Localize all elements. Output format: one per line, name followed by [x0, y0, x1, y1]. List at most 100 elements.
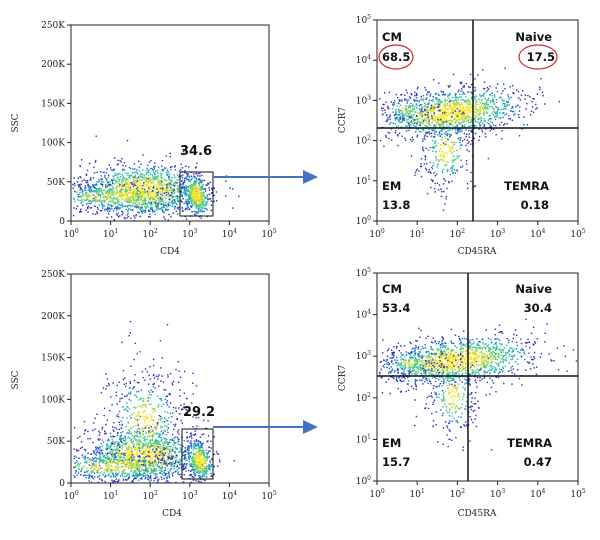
event-dot — [197, 195, 199, 197]
event-dot — [443, 93, 445, 96]
event-dot — [516, 105, 518, 107]
event-dot — [177, 187, 179, 190]
event-dot — [201, 202, 203, 204]
event-dot — [197, 175, 199, 177]
event-dot — [162, 211, 164, 213]
event-dot — [103, 189, 105, 191]
event-dot — [452, 112, 454, 114]
event-dot — [149, 191, 151, 194]
event-dot — [116, 192, 118, 194]
event-dot — [200, 204, 203, 206]
event-dot — [454, 102, 456, 104]
event-dot — [447, 111, 449, 113]
event-dot — [444, 105, 446, 108]
event-dot — [129, 201, 131, 204]
event-dot — [101, 192, 103, 194]
event-dot — [197, 193, 200, 195]
event-dot — [166, 464, 168, 466]
event-dot — [179, 459, 182, 461]
event-dot — [143, 437, 145, 439]
event-dot — [149, 216, 151, 218]
event-dot — [97, 195, 100, 198]
event-dot — [135, 215, 137, 217]
event-dot — [93, 198, 95, 200]
event-dot — [145, 172, 148, 174]
event-dot — [468, 133, 470, 135]
event-dot — [124, 476, 126, 478]
event-dot — [495, 134, 497, 136]
event-dot — [429, 108, 431, 110]
event-dot — [486, 86, 489, 89]
event-dot — [447, 109, 449, 111]
event-dot — [153, 202, 155, 204]
event-dot — [194, 189, 196, 192]
event-dot — [444, 107, 446, 110]
event-dot — [180, 476, 182, 478]
event-dot — [154, 444, 156, 446]
event-dot — [133, 172, 135, 174]
event-dot — [101, 204, 104, 207]
event-dot — [151, 454, 153, 457]
event-dot — [435, 92, 437, 95]
event-dot — [120, 438, 122, 441]
event-dot — [139, 178, 141, 181]
event-dot — [137, 440, 139, 442]
event-dot — [466, 133, 468, 135]
event-dot — [163, 458, 166, 460]
event-dot — [414, 95, 416, 97]
event-dot — [92, 458, 94, 461]
event-dot — [140, 449, 143, 452]
scatter-points — [73, 320, 235, 484]
event-dot — [198, 198, 200, 200]
event-dot — [454, 106, 456, 108]
event-dot — [506, 104, 508, 106]
event-dot — [148, 454, 150, 457]
event-dot — [98, 434, 101, 436]
event-dot — [179, 458, 181, 460]
event-dot — [471, 83, 473, 86]
event-dot — [460, 116, 462, 118]
event-dot — [436, 121, 438, 123]
event-dot — [488, 123, 490, 125]
event-dot — [427, 122, 429, 125]
event-dot — [448, 113, 450, 116]
event-dot — [145, 190, 147, 192]
event-dot — [422, 122, 424, 125]
event-dot — [190, 194, 192, 196]
event-dot — [184, 180, 186, 182]
event-dot — [189, 442, 191, 444]
event-dot — [449, 122, 451, 124]
event-dot — [172, 184, 174, 186]
event-dot — [388, 132, 391, 134]
event-dot — [439, 104, 441, 106]
event-dot — [166, 184, 169, 187]
event-dot — [156, 473, 158, 475]
x-tick-label: 103 — [490, 228, 505, 240]
event-dot — [131, 438, 133, 440]
event-dot — [460, 144, 462, 146]
event-dot — [137, 183, 139, 185]
event-dot — [127, 196, 129, 198]
event-dot — [157, 166, 160, 168]
event-dot — [100, 448, 102, 450]
event-dot — [442, 91, 444, 93]
event-dot — [183, 189, 185, 191]
event-dot — [449, 129, 451, 132]
event-dot — [165, 201, 167, 204]
event-dot — [124, 443, 126, 446]
event-dot — [139, 466, 141, 469]
event-dot — [152, 471, 154, 474]
event-dot — [130, 454, 133, 457]
event-dot — [427, 111, 429, 114]
event-dot — [180, 466, 182, 468]
event-dot — [494, 115, 496, 117]
event-dot — [175, 466, 178, 468]
event-dot — [133, 178, 135, 181]
event-dot — [483, 92, 485, 95]
event-dot — [110, 204, 112, 206]
event-dot — [452, 109, 454, 111]
event-dot — [198, 207, 200, 210]
event-dot — [460, 99, 462, 101]
event-dot — [117, 480, 120, 482]
event-dot — [430, 111, 432, 113]
